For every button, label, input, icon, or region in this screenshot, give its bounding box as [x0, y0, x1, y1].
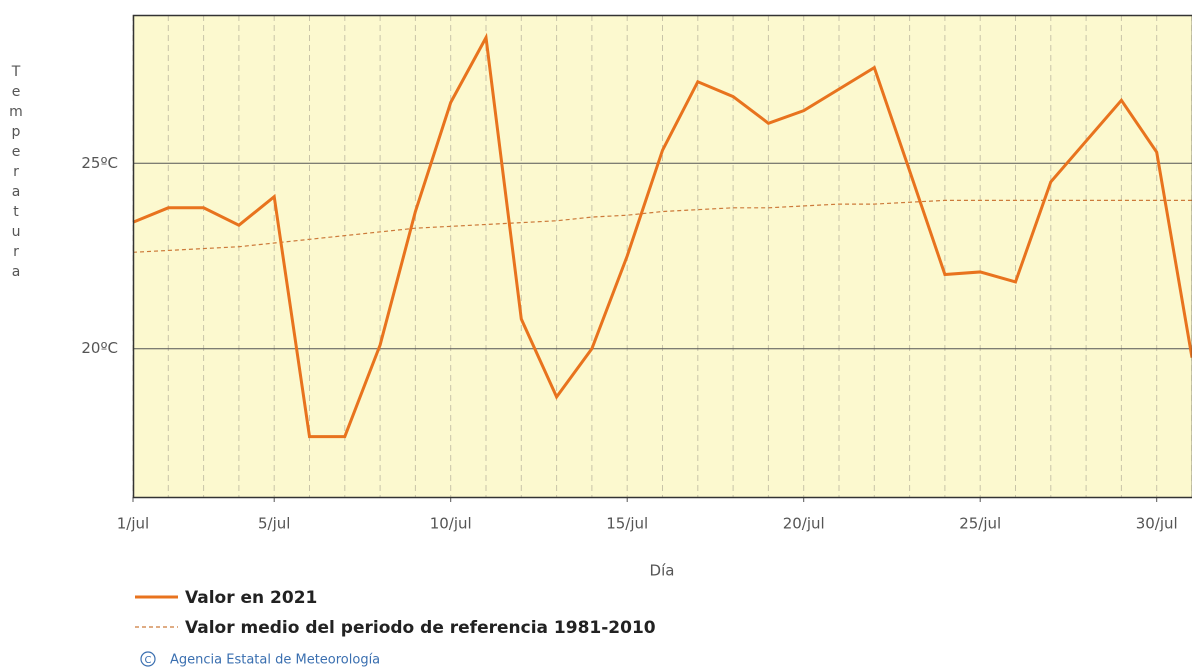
x-axis-label: Día	[650, 562, 675, 580]
plot-border	[132, 14, 1192, 499]
series-line	[132, 32, 1192, 439]
legend-label: Valor en 2021	[185, 588, 317, 608]
footer: Agencia Estatal de Meteorología	[170, 653, 380, 668]
x-tick-label: 5/jul	[258, 515, 290, 533]
x-tick-label: 15/jul	[606, 515, 648, 533]
x-tick-label: 30/jul	[1136, 515, 1178, 533]
copyright-icon: C	[140, 651, 156, 667]
x-tick-label: 10/jul	[430, 515, 472, 533]
series-line	[132, 199, 1192, 253]
legend-label: Valor medio del periodo de referencia 19…	[185, 618, 656, 638]
y-tick-label: 25ºC	[81, 154, 118, 172]
x-tick-label: 20/jul	[783, 515, 825, 533]
x-tick-label: 25/jul	[959, 515, 1001, 533]
x-tick-label: 1/jul	[117, 515, 149, 533]
y-tick-label: 20ºC	[81, 339, 118, 357]
y-axis-label: Temperatura	[8, 64, 24, 284]
svg-text:C: C	[145, 655, 152, 666]
